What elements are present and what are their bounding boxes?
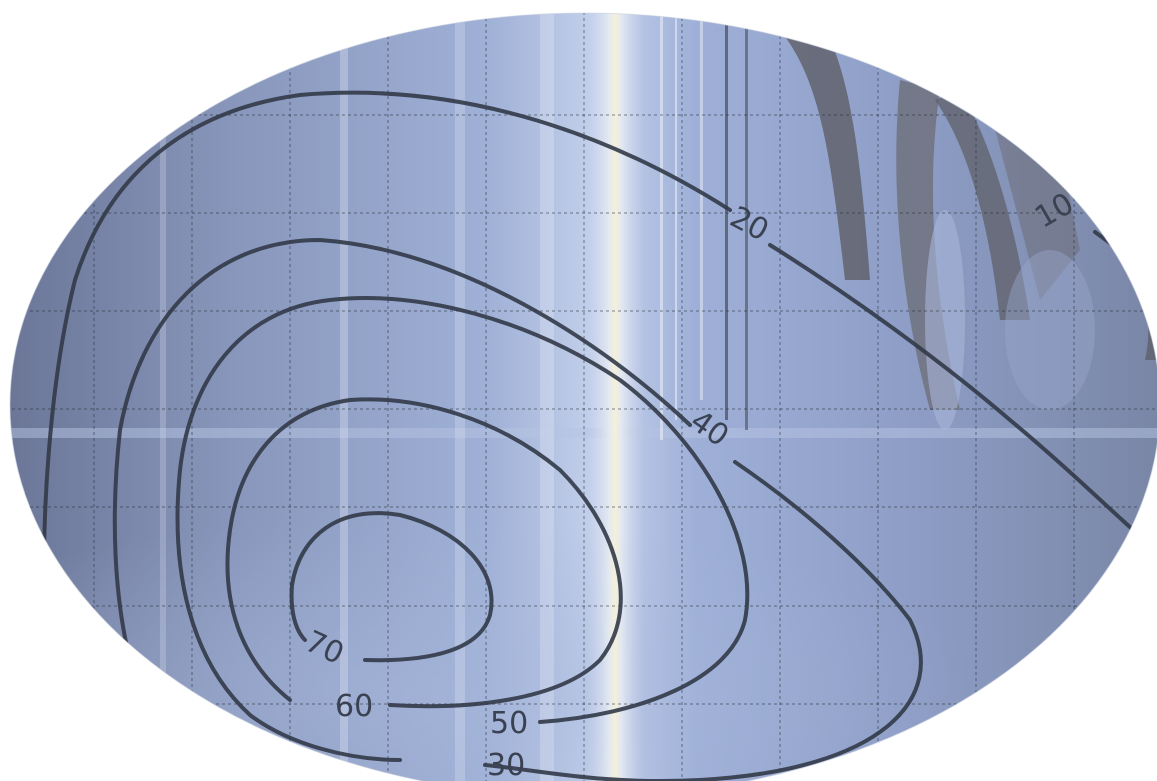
contour-label-60: 60 [335, 689, 373, 724]
globe-outline [9, 12, 1157, 781]
contour-label-50: 50 [490, 706, 528, 741]
contour-line [768, 243, 1152, 547]
contour-line [225, 397, 623, 709]
contour-label-30: 30 [487, 748, 525, 781]
contour-line [289, 511, 494, 663]
contour-line [483, 460, 923, 781]
contour-line [175, 296, 750, 762]
